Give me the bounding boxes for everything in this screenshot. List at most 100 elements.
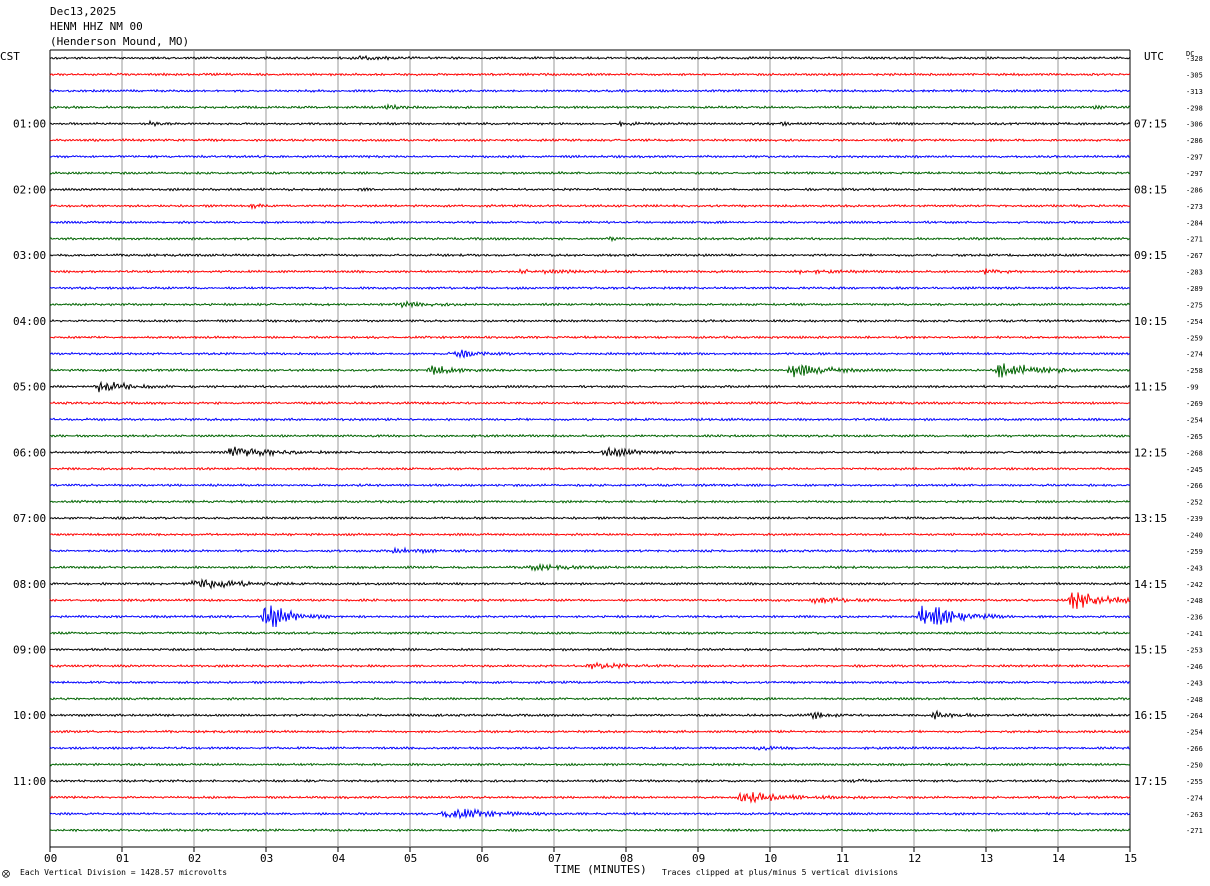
dc-offset-label: -297 xyxy=(1186,170,1203,178)
trace-18 xyxy=(49,349,1131,359)
right-hour-label: 17:15 xyxy=(1134,775,1167,788)
right-hour-label: 10:15 xyxy=(1134,315,1167,328)
dc-offset-label: -286 xyxy=(1186,137,1203,145)
trace-21 xyxy=(49,400,1131,406)
trace-14 xyxy=(49,285,1131,291)
dc-offset-label: -313 xyxy=(1186,88,1203,96)
trace-47 xyxy=(49,828,1131,833)
trace-2 xyxy=(49,88,1131,94)
x-tick-label: 12 xyxy=(908,852,921,865)
trace-31 xyxy=(49,562,1131,572)
trace-3 xyxy=(49,103,1131,111)
dc-offset-label: -264 xyxy=(1186,712,1203,720)
dc-offset-label: -266 xyxy=(1186,482,1203,490)
dc-offset-label: -240 xyxy=(1186,531,1203,539)
left-hour-label: 09:00 xyxy=(13,643,46,656)
x-tick-label: 06 xyxy=(476,852,489,865)
trace-29 xyxy=(49,532,1131,537)
x-tick-label: 13 xyxy=(980,852,993,865)
left-timezone-label: CST xyxy=(0,50,20,63)
x-tick-label: 05 xyxy=(404,852,417,865)
dc-offset-label: -263 xyxy=(1186,811,1203,819)
trace-41 xyxy=(49,729,1131,734)
right-hour-labels: 07:15 08:15 09:15 10:15 11:15 12:15 13:15 14:15… xyxy=(1134,118,1167,788)
x-tick-label: 14 xyxy=(1052,852,1066,865)
trace-22 xyxy=(49,417,1131,422)
trace-4 xyxy=(49,119,1131,128)
x-tick-label: 08 xyxy=(620,852,633,865)
right-hour-label: 07:15 xyxy=(1134,118,1167,131)
trace-6 xyxy=(49,154,1131,159)
trace-9 xyxy=(49,202,1131,211)
dc-offset-label: -328 xyxy=(1186,55,1203,63)
trace-35 xyxy=(49,630,1131,636)
left-hour-label: 03:00 xyxy=(13,249,46,262)
trace-12 xyxy=(49,252,1131,258)
dc-offset-label: -255 xyxy=(1186,778,1203,786)
right-hour-label: 15:15 xyxy=(1134,643,1167,656)
dc-offset-label: -266 xyxy=(1186,745,1203,753)
dc-offset-label: -269 xyxy=(1186,400,1203,408)
trace-30 xyxy=(49,546,1131,555)
left-hour-label: 10:00 xyxy=(13,709,46,722)
trace-15 xyxy=(49,299,1131,309)
dc-offset-label: -267 xyxy=(1186,252,1203,260)
vertical-division-note: Each Vertical Division = 1428.57 microvo… xyxy=(20,868,227,877)
dc-offset-label: -305 xyxy=(1186,71,1203,79)
x-tick-label: 03 xyxy=(260,852,273,865)
trace-37 xyxy=(49,661,1131,670)
dc-offset-label: -283 xyxy=(1186,269,1203,277)
trace-39 xyxy=(49,696,1131,701)
dc-offset-label: -241 xyxy=(1186,630,1203,638)
dc-offset-label: -243 xyxy=(1186,679,1203,687)
dc-offset-label: -239 xyxy=(1186,515,1203,523)
dc-offset-label: -298 xyxy=(1186,104,1203,112)
x-tick-label: 11 xyxy=(836,852,849,865)
dc-offset-label: -289 xyxy=(1186,285,1203,293)
dc-offset-label: -274 xyxy=(1186,351,1203,359)
scale-note: ⨂ xyxy=(2,869,10,878)
dc-offset-label: -254 xyxy=(1186,318,1203,326)
trace-27 xyxy=(49,499,1131,504)
trace-45 xyxy=(49,791,1131,804)
x-tick-label: 00 xyxy=(44,852,57,865)
left-hour-label: 06:00 xyxy=(13,446,46,459)
dc-offset-label: -271 xyxy=(1186,827,1203,835)
dc-offset-label: -248 xyxy=(1186,696,1203,704)
right-hour-label: 12:15 xyxy=(1134,446,1167,459)
right-timezone-label: UTC xyxy=(1144,50,1164,63)
dc-offset-label: -99 xyxy=(1186,384,1199,392)
grid-lines xyxy=(49,49,1131,848)
header-station: HENM HHZ NM 00 xyxy=(50,20,143,33)
right-hour-label: 14:15 xyxy=(1134,578,1167,591)
dc-offset-label: -286 xyxy=(1186,186,1203,194)
trace-10 xyxy=(49,220,1131,225)
trace-11 xyxy=(49,236,1131,243)
trace-19 xyxy=(49,363,1131,378)
trace-38 xyxy=(49,680,1131,685)
trace-40 xyxy=(49,709,1131,721)
dc-offset-label: -246 xyxy=(1186,663,1203,671)
trace-26 xyxy=(49,483,1131,488)
right-hour-label: 16:15 xyxy=(1134,709,1167,722)
dc-offset-label: -273 xyxy=(1186,203,1203,211)
trace-17 xyxy=(49,335,1131,340)
dc-offset-label: -268 xyxy=(1186,449,1203,457)
trace-44 xyxy=(49,778,1131,784)
x-axis-title: TIME (MINUTES) xyxy=(554,863,647,876)
dc-offset-label: -254 xyxy=(1186,729,1203,737)
dc-offset-label: -253 xyxy=(1186,646,1203,654)
dc-offset-label: -271 xyxy=(1186,236,1203,244)
trace-16 xyxy=(49,318,1131,324)
trace-23 xyxy=(49,433,1131,439)
trace-13 xyxy=(49,268,1131,276)
right-hour-label: 09:15 xyxy=(1134,249,1167,262)
dc-offset-label: -258 xyxy=(1186,367,1203,375)
right-hour-label: 11:15 xyxy=(1134,381,1167,394)
left-hour-label: 01:00 xyxy=(13,118,46,131)
x-tick-label: 07 xyxy=(548,852,561,865)
trace-46 xyxy=(49,807,1131,820)
dc-offset-label: -284 xyxy=(1186,219,1203,227)
dc-offset-label: -275 xyxy=(1186,301,1203,309)
